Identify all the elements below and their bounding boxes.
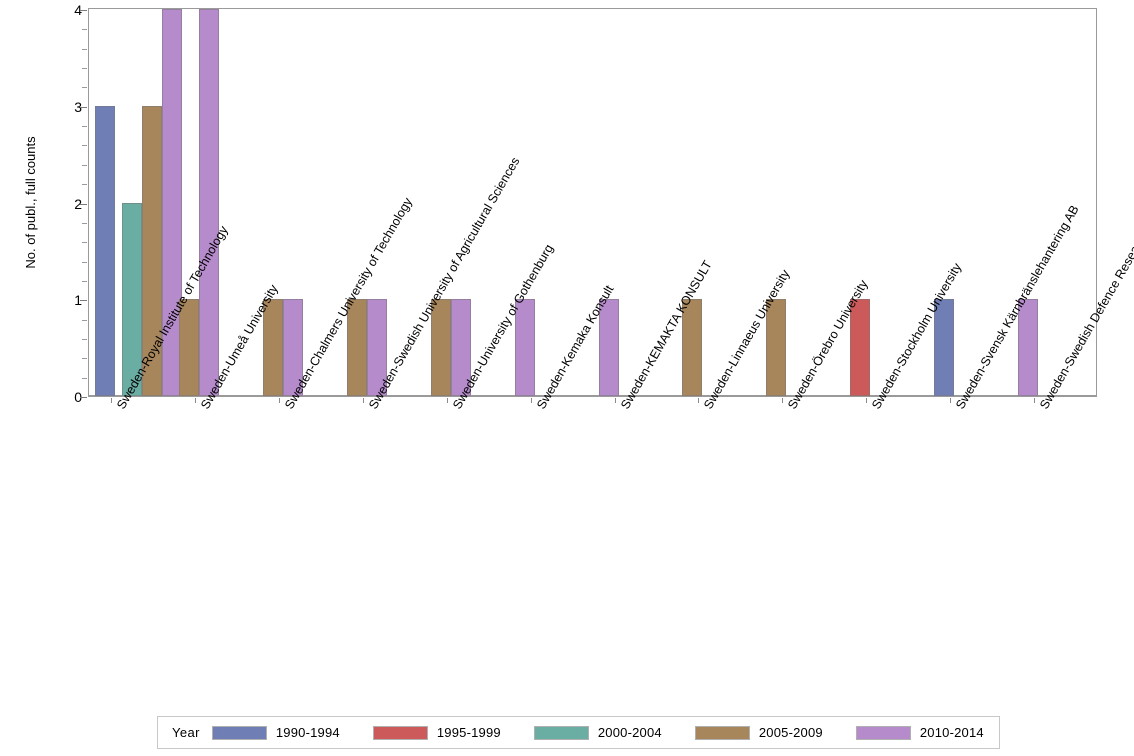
x-tick-label: Sweden-Örebro University — [785, 277, 871, 412]
bar — [282, 299, 303, 396]
y-minor-tick — [82, 222, 87, 224]
bar — [450, 299, 471, 396]
bar — [934, 299, 955, 396]
bars-layer — [89, 9, 1096, 396]
bar — [682, 299, 703, 396]
legend-entry[interactable]: 2010-2014 — [855, 725, 1017, 740]
x-tick-mark — [446, 398, 448, 403]
bar — [95, 105, 115, 396]
y-minor-tick — [82, 29, 87, 31]
x-tick-label: Sweden-Swedish Defence Research Agency — [1037, 190, 1134, 412]
plot-area — [88, 8, 1097, 397]
bar — [598, 299, 619, 396]
legend-swatch — [694, 725, 750, 740]
legend-swatch — [533, 725, 589, 740]
legend-swatch — [855, 725, 911, 740]
bar — [850, 299, 871, 396]
x-tick-mark — [866, 398, 868, 403]
y-minor-tick — [82, 242, 87, 244]
y-axis-ticks: 0 1 2 3 4 — [52, 0, 87, 756]
y-minor-tick — [82, 338, 87, 340]
y-tick-label: 3 — [74, 98, 82, 115]
legend-title: Year — [172, 725, 200, 740]
bar — [178, 299, 199, 396]
x-tick-mark — [111, 398, 113, 403]
x-tick-label: Sweden-University of Gothenburg — [449, 242, 556, 412]
y-minor-tick — [82, 280, 87, 282]
y-minor-tick — [82, 164, 87, 166]
x-tick-mark — [1034, 398, 1036, 403]
x-tick-mark — [278, 398, 280, 403]
legend-label: 2010-2014 — [919, 725, 984, 740]
bar — [430, 299, 451, 396]
legend-swatch — [211, 725, 267, 740]
y-minor-tick — [82, 126, 87, 128]
x-tick-mark — [362, 398, 364, 403]
x-tick-mark — [698, 398, 700, 403]
y-major-tick — [80, 203, 87, 205]
bar — [514, 299, 535, 396]
y-minor-tick — [82, 87, 87, 89]
legend-entry[interactable]: 1995-1999 — [372, 725, 534, 740]
y-minor-tick — [82, 377, 87, 379]
y-minor-tick — [82, 319, 87, 321]
bar — [162, 9, 182, 396]
bar — [766, 299, 787, 396]
legend-label: 2000-2004 — [597, 725, 662, 740]
bar — [198, 9, 219, 396]
legend-entry[interactable]: 2000-2004 — [533, 725, 695, 740]
x-tick-mark — [530, 398, 532, 403]
bar — [122, 202, 142, 396]
y-tick-label: 1 — [74, 292, 82, 309]
x-tick-label: Sweden-Swedish University of Agricultura… — [365, 154, 523, 412]
y-major-tick — [80, 106, 87, 108]
x-tick-label: Sweden-KEMAKTA KONSULT — [617, 258, 715, 412]
bar — [366, 299, 387, 396]
legend-entry[interactable]: 1990-1994 — [211, 725, 373, 740]
legend-entry[interactable]: 2005-2009 — [694, 725, 856, 740]
x-tick-mark — [194, 398, 196, 403]
x-tick-label: Sweden-Umeå University — [198, 282, 281, 412]
legend-label: 2005-2009 — [758, 725, 823, 740]
y-minor-tick — [82, 358, 87, 360]
legend: Year 1990-1994 1995-1999 2000-2004 2005-200… — [157, 716, 1000, 749]
bar — [346, 299, 367, 396]
y-minor-tick — [82, 261, 87, 263]
y-tick-label: 4 — [74, 2, 82, 18]
y-tick-label: 0 — [74, 389, 82, 405]
x-tick-label: Sweden-Kemaka Konsult — [533, 282, 617, 412]
y-minor-tick — [82, 68, 87, 70]
y-major-tick — [80, 397, 87, 398]
bar — [1018, 299, 1039, 396]
y-minor-tick — [82, 145, 87, 147]
legend-label: 1995-1999 — [436, 725, 501, 740]
bar — [142, 105, 162, 396]
x-tick-mark — [614, 398, 616, 403]
x-tick-mark — [950, 398, 952, 403]
x-tick-mark — [782, 398, 784, 403]
bar — [262, 299, 283, 396]
legend-swatch — [372, 725, 428, 740]
y-major-tick — [80, 10, 87, 11]
y-minor-tick — [82, 184, 87, 186]
x-tick-label: Sweden-Linnaeus University — [701, 267, 793, 412]
legend-entries: 1990-1994 1995-1999 2000-2004 2005-2009 2010… — [211, 725, 1017, 740]
legend-label: 1990-1994 — [275, 725, 340, 740]
x-tick-label: Sweden-Stockholm University — [869, 260, 965, 412]
y-tick-label: 2 — [74, 195, 82, 212]
y-minor-tick — [82, 48, 87, 50]
y-major-tick — [80, 300, 87, 302]
